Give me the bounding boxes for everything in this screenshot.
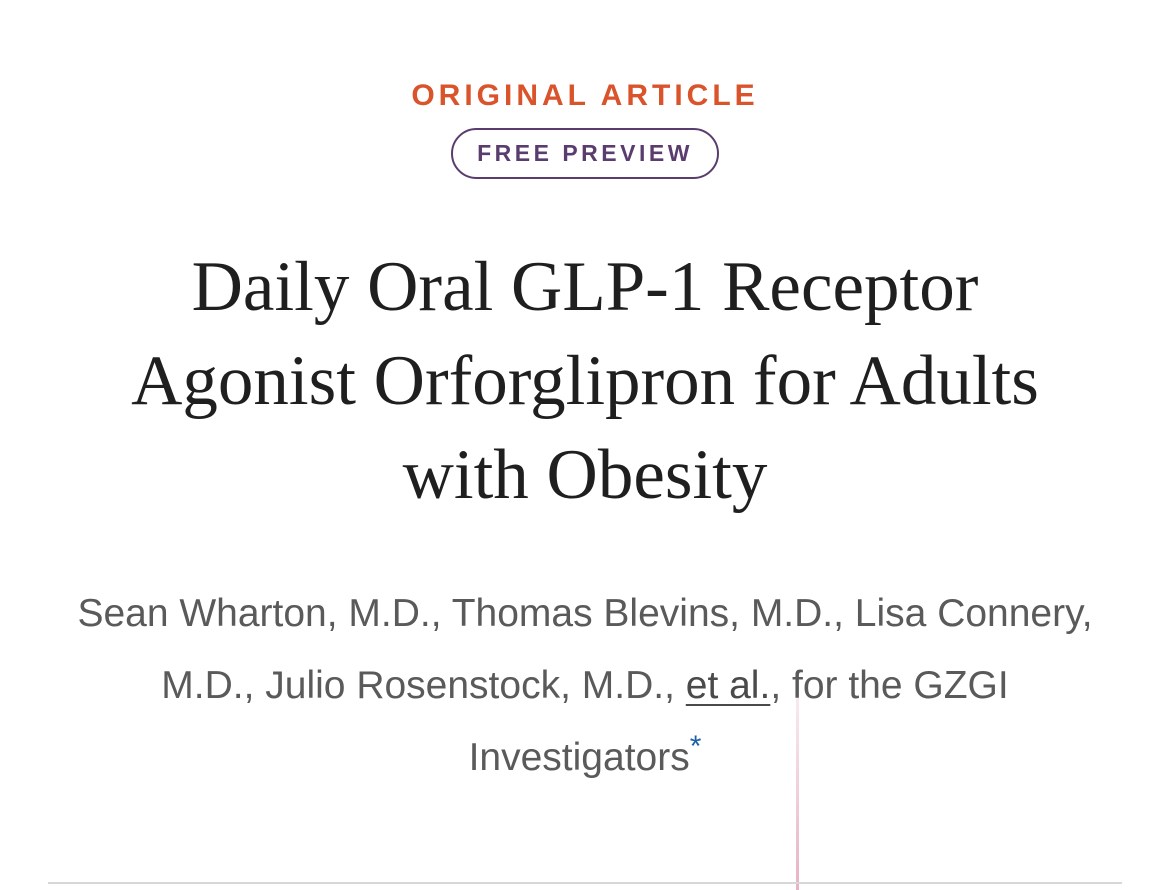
author-names: Sean Wharton, M.D., Thomas Blevins, M.D.…: [77, 592, 1093, 707]
free-preview-badge[interactable]: FREE PREVIEW: [451, 128, 719, 179]
article-title: Daily Oral GLP-1 Receptor Agonist Orforg…: [131, 248, 1039, 514]
et-al-link[interactable]: et al.: [685, 664, 771, 707]
author-list: Sean Wharton, M.D., Thomas Blevins, M.D.…: [70, 578, 1100, 794]
footnote-asterisk[interactable]: *: [689, 730, 702, 763]
text-cursor-line: [796, 698, 799, 890]
article-type-label: ORIGINAL ARTICLE: [411, 79, 759, 112]
section-divider: [48, 882, 1122, 884]
badge-container: FREE PREVIEW: [0, 128, 1170, 179]
investigator-group: , for the GZGI Investigators: [468, 664, 1009, 779]
